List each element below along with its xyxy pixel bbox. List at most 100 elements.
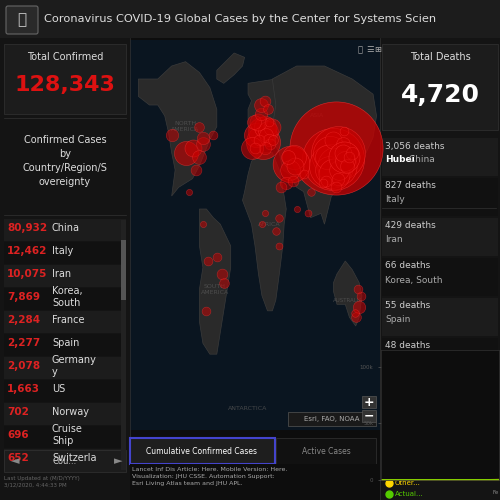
- Text: 2,284: 2,284: [7, 315, 40, 325]
- Point: [213, 252, 221, 260]
- Point: [204, 257, 212, 265]
- Text: Mainla...: Mainla...: [395, 469, 425, 475]
- Text: Confirmed Cases
by
Country/Region/S
overeignty: Confirmed Cases by Country/Region/S over…: [22, 135, 107, 187]
- Text: ⊞: ⊞: [374, 46, 382, 54]
- Text: Italy: Italy: [52, 246, 73, 256]
- Text: ◄: ◄: [11, 456, 19, 466]
- Bar: [380, 38, 500, 500]
- Point: [289, 177, 297, 185]
- Bar: [288, 412, 376, 426]
- Text: Cumulative Confirmed Cases: Cumulative Confirmed Cases: [146, 446, 258, 456]
- Point: [258, 220, 266, 228]
- Point: [287, 160, 295, 168]
- Point: [337, 153, 345, 161]
- Polygon shape: [200, 209, 230, 354]
- Text: Other...: Other...: [395, 480, 421, 486]
- Point: [340, 153, 348, 161]
- Text: 🛡: 🛡: [18, 12, 26, 28]
- Bar: [382, 218, 498, 256]
- Text: Cou...: Cou...: [53, 456, 77, 466]
- Point: [251, 144, 259, 152]
- Point: [357, 292, 365, 300]
- Bar: [4, 426, 126, 448]
- Point: [192, 166, 200, 174]
- Text: France: France: [385, 356, 419, 364]
- Text: Hubei: Hubei: [385, 156, 415, 164]
- Text: 652: 652: [7, 453, 29, 463]
- Bar: [362, 410, 376, 422]
- Point: [355, 302, 363, 310]
- Text: Spain: Spain: [385, 316, 410, 324]
- Point: [326, 148, 334, 156]
- Text: Germany
y: Germany y: [52, 355, 97, 377]
- Bar: [4, 219, 126, 241]
- Text: Korea,
South: Korea, South: [52, 286, 82, 308]
- Text: Esri, FAO, NOAA: Esri, FAO, NOAA: [304, 416, 360, 422]
- Point: [168, 132, 175, 140]
- Text: China: China: [52, 223, 80, 233]
- Point: [262, 132, 270, 140]
- Text: 10,075: 10,075: [7, 269, 48, 279]
- Point: [199, 140, 207, 148]
- Point: [276, 242, 283, 250]
- Text: 116: 116: [384, 472, 401, 481]
- Point: [199, 220, 207, 228]
- Point: [322, 177, 330, 185]
- Point: [250, 118, 258, 126]
- Text: China: China: [406, 156, 435, 164]
- Point: [258, 127, 266, 135]
- Polygon shape: [334, 261, 362, 326]
- Text: ANTARCTICA: ANTARCTICA: [228, 406, 268, 411]
- Text: 702: 702: [7, 407, 29, 417]
- Point: [351, 309, 359, 317]
- Bar: [276, 438, 376, 464]
- Text: 7,869: 7,869: [7, 292, 40, 302]
- Bar: [4, 357, 126, 379]
- Text: 827 deaths: 827 deaths: [385, 182, 436, 190]
- Point: [272, 226, 280, 234]
- Point: [300, 170, 308, 178]
- Text: Total Deaths: Total Deaths: [410, 52, 470, 62]
- Bar: [121, 240, 126, 300]
- Polygon shape: [248, 79, 286, 140]
- Polygon shape: [138, 62, 217, 196]
- Text: ☰: ☰: [366, 46, 374, 54]
- Point: [185, 188, 193, 196]
- Point: [332, 144, 340, 152]
- Text: 12,462: 12,462: [7, 246, 48, 256]
- Point: [340, 127, 348, 135]
- Bar: [382, 378, 498, 416]
- Bar: [382, 298, 498, 336]
- Text: Last Updated at (M/D/YYYY)
3/12/2020, 4:44:33 PM: Last Updated at (M/D/YYYY) 3/12/2020, 4:…: [4, 476, 80, 487]
- Text: NORTH
AMERICA: NORTH AMERICA: [172, 121, 200, 132]
- Text: 2,078: 2,078: [7, 361, 40, 371]
- Point: [278, 184, 285, 192]
- Point: [348, 148, 356, 156]
- Text: 66 deaths: 66 deaths: [385, 262, 430, 270]
- Bar: [130, 40, 380, 430]
- Bar: [382, 44, 498, 130]
- Point: [260, 144, 268, 152]
- Point: [264, 127, 272, 135]
- Point: [338, 148, 346, 156]
- Text: Spain: Spain: [52, 338, 80, 348]
- Text: Franc
e: Franc e: [410, 350, 438, 370]
- Bar: [4, 450, 126, 472]
- Point: [342, 158, 349, 166]
- Text: Norway: Norway: [52, 407, 89, 417]
- Bar: [4, 311, 126, 333]
- Point: [335, 166, 343, 174]
- Point: [202, 307, 210, 315]
- Point: [182, 148, 190, 156]
- Point: [262, 210, 270, 218]
- Bar: [130, 438, 275, 464]
- Text: Italy: Italy: [385, 196, 405, 204]
- Text: AUSTRALIA: AUSTRALIA: [333, 298, 363, 302]
- Point: [282, 179, 290, 187]
- Point: [323, 153, 331, 161]
- Point: [290, 153, 298, 161]
- Text: ASIA: ASIA: [310, 114, 324, 118]
- Bar: [0, 38, 130, 500]
- Point: [333, 162, 341, 170]
- Bar: [4, 44, 126, 114]
